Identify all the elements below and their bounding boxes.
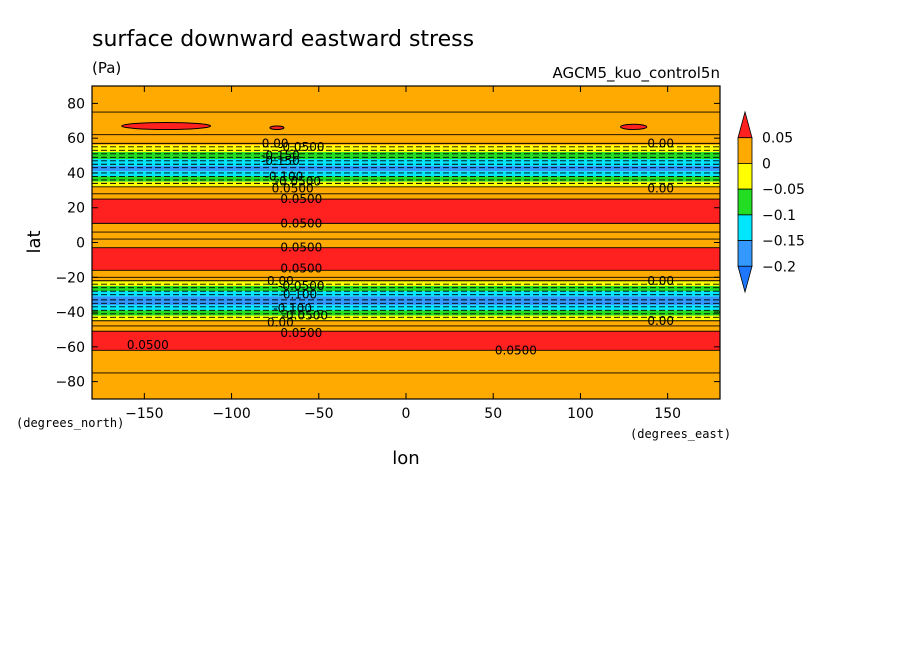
field-patch-0 [121, 122, 212, 130]
field-band-15 [92, 291, 720, 297]
field-band-14 [92, 285, 720, 292]
y-tick-label-6: −40 [55, 305, 85, 321]
contour-label-20: 0.00 [647, 136, 674, 150]
contour-label-7: 0.0500 [280, 192, 322, 206]
y-axis-label: lat [24, 230, 45, 253]
field-band-19 [92, 315, 720, 321]
field-band-0 [92, 86, 720, 146]
contour-label-16: 0.00 [267, 315, 294, 329]
y-axis-unit: (degrees_north) [16, 416, 124, 430]
y-tick-label-3: 20 [67, 201, 85, 217]
contour-label-18: 0.0500 [127, 338, 169, 352]
field-band-4 [92, 165, 720, 172]
field-band-18 [92, 310, 720, 316]
contour-label-21: 0.00 [647, 182, 674, 196]
field-patch-2 [620, 123, 648, 130]
contour-label-11: 0.00 [267, 274, 294, 288]
field-band-3 [92, 159, 720, 166]
field-band-1 [92, 145, 720, 153]
y-tick-label-1: 60 [67, 131, 85, 147]
colorbar-label-2: −0.05 [762, 182, 805, 198]
contour-label-5: -0.0500 [275, 175, 321, 189]
x-axis-unit: (degrees_east) [630, 427, 731, 441]
x-tick-label-5: 100 [567, 406, 594, 422]
contour-label-0: 0.00 [262, 136, 289, 150]
x-tick-label-0: −150 [125, 406, 163, 422]
contour-label-17: 0.0500 [280, 326, 322, 340]
x-tick-label-6: 150 [654, 406, 681, 422]
chart-title: surface downward eastward stress [92, 27, 474, 52]
x-tick-label-4: 50 [484, 406, 502, 422]
colorbar-swatch-1 [737, 137, 753, 164]
colorbar-label-4: −0.15 [762, 234, 805, 250]
contour-label-6: 0.0500 [272, 182, 314, 196]
contour-label-12: -0.0500 [278, 279, 324, 293]
contour-label-14: -0.100 [273, 302, 312, 316]
contour-label-15: -0.0500 [282, 309, 328, 323]
y-tick-label-2: 40 [67, 166, 85, 182]
plot-area: 0.00-0.0500-0.150-0.150-0.100-0.05000.05… [92, 86, 720, 399]
x-axis-label: lon [392, 448, 419, 469]
y-tick-label-7: −60 [55, 340, 85, 356]
colorbar-swatch-6 [737, 265, 753, 294]
contour-label-8: 0.0500 [280, 216, 322, 230]
colorbar: 0.05 0 −0.05 −0.1 −0.15 −0.2 [737, 110, 805, 294]
field-band-22 [92, 350, 720, 399]
field-band-8 [92, 186, 720, 200]
field-band-13 [92, 280, 720, 286]
contour-label-3: -0.150 [261, 154, 300, 168]
x-tick-label-2: −50 [304, 406, 334, 422]
field-band-10 [92, 223, 720, 248]
colorbar-label-0: 0.05 [762, 131, 793, 147]
field-band-16 [92, 296, 720, 306]
contour-label-19: 0.0500 [495, 343, 537, 357]
contour-label-9: 0.0500 [280, 241, 322, 255]
field-band-2 [92, 152, 720, 160]
y-tick-label-8: −80 [55, 375, 85, 391]
contour-label-23: 0.00 [647, 314, 674, 328]
contour-label-2: -0.150 [261, 149, 300, 163]
field-band-21 [92, 331, 720, 351]
field-band-17 [92, 305, 720, 311]
x-tick-label-3: 0 [402, 406, 411, 422]
colorbar-swatch-4 [737, 214, 753, 241]
contour-label-22: 0.00 [647, 274, 674, 288]
model-name: AGCM5_kuo_control5n [552, 64, 720, 83]
field-band-7 [92, 181, 720, 187]
colorbar-swatch-2 [737, 163, 753, 190]
colorbar-swatch-5 [737, 240, 753, 267]
contour-label-13: -0.100 [279, 288, 318, 302]
contour-label-10: 0.0500 [280, 262, 322, 276]
colorbar-label-5: −0.2 [762, 259, 796, 275]
chart-units: (Pa) [92, 59, 121, 77]
field-patch-1 [269, 125, 285, 130]
colorbar-label-3: −0.1 [762, 208, 796, 224]
field-band-9 [92, 199, 720, 224]
field-band-6 [92, 176, 720, 182]
y-tick-label-0: 80 [67, 96, 85, 112]
colorbar-swatch-0 [737, 110, 753, 139]
field-band-11 [92, 247, 720, 271]
contour-label-1: -0.0500 [278, 140, 324, 154]
colorbar-label-1: 0 [762, 156, 771, 172]
colorbar-swatch-3 [737, 188, 753, 216]
x-tick-label-1: −100 [212, 406, 250, 422]
field-band-12 [92, 270, 720, 281]
field-band-5 [92, 171, 720, 177]
contour-label-4: -0.100 [265, 169, 304, 183]
y-tick-label-5: −20 [55, 270, 85, 286]
y-tick-label-4: 0 [76, 236, 85, 252]
